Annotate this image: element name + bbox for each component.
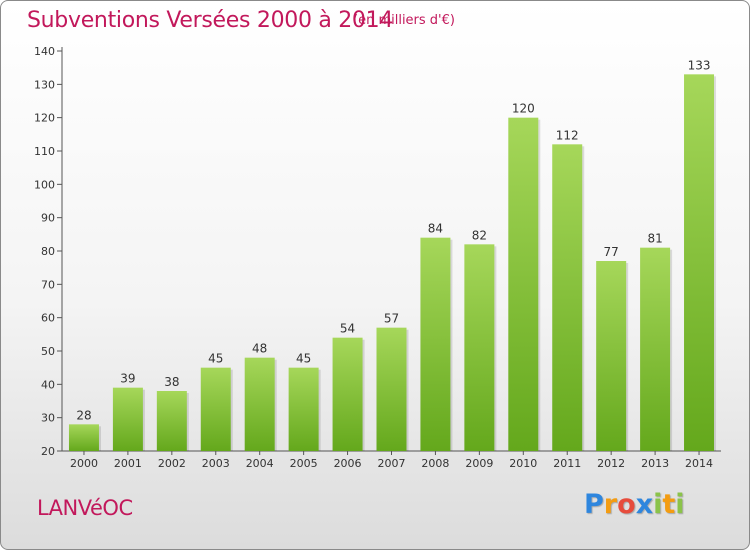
commune-name: LANVéOC — [37, 496, 133, 520]
logo-letter: i — [653, 489, 663, 520]
y-tick-label: 40 — [41, 378, 55, 391]
logo-letter: i — [675, 489, 685, 520]
bar — [464, 244, 495, 451]
bar — [200, 367, 231, 451]
x-tick-label: 2009 — [465, 457, 493, 470]
labels: 28 2000 39 2001 38 2002 45 2003 48 2004 45 2005 54 20… — [70, 58, 713, 470]
data-label: 82 — [472, 228, 487, 242]
y-tick-label: 120 — [34, 112, 55, 125]
x-tick-label: 2001 — [114, 457, 142, 470]
data-label: 45 — [296, 352, 311, 366]
data-label: 54 — [340, 322, 355, 336]
bar — [420, 237, 451, 451]
data-label: 84 — [428, 222, 443, 236]
bars — [68, 74, 717, 452]
y-tick-label: 90 — [41, 212, 55, 225]
bar — [112, 387, 143, 451]
data-label: 77 — [604, 245, 619, 259]
y-tick-label: 80 — [41, 245, 55, 258]
bar — [640, 247, 671, 451]
x-tick-label: 2000 — [70, 457, 98, 470]
x-tick-label: 2006 — [334, 457, 362, 470]
x-tick-label: 2002 — [158, 457, 186, 470]
x-tick-label: 2014 — [685, 457, 713, 470]
bar — [684, 74, 715, 451]
bar — [376, 327, 407, 451]
data-label: 38 — [164, 375, 179, 389]
bar — [156, 391, 187, 451]
y-tick-label: 60 — [41, 312, 55, 325]
logo-letter: P — [584, 489, 604, 520]
y-tick-label: 20 — [41, 445, 55, 458]
data-label: 45 — [208, 352, 223, 366]
x-tick-label: 2005 — [290, 457, 318, 470]
logo-letter: o — [617, 489, 636, 520]
bar — [332, 337, 363, 451]
bar — [552, 144, 583, 452]
x-tick-label: 2013 — [641, 457, 669, 470]
data-label: 81 — [647, 232, 662, 246]
logo-letter: x — [635, 489, 654, 520]
x-tick-label: 2007 — [378, 457, 406, 470]
chart-title: Subventions Versées 2000 à 2014 — [27, 8, 394, 33]
data-label: 48 — [252, 342, 267, 356]
data-label: 57 — [384, 312, 399, 326]
logo-letter: t — [662, 489, 676, 520]
bar — [508, 117, 539, 452]
y-tick-label: 30 — [41, 412, 55, 425]
axes: 20 30 40 50 60 70 80 90 100 110 120 130 140 — [34, 45, 721, 458]
y-tick-label: 70 — [41, 278, 55, 291]
x-tick-label: 2008 — [421, 457, 449, 470]
x-tick-label: 2003 — [202, 457, 230, 470]
x-tick-label: 2004 — [246, 457, 274, 470]
bar — [288, 367, 319, 451]
y-tick-label: 100 — [34, 178, 55, 191]
data-label: 120 — [512, 102, 535, 116]
bar — [596, 261, 627, 451]
bar — [68, 424, 99, 451]
x-tick-label: 2010 — [509, 457, 537, 470]
y-tick-label: 110 — [34, 145, 55, 158]
y-tick-label: 140 — [34, 45, 55, 58]
chart-subtitle: (en milliers d'€) — [353, 13, 455, 28]
data-label: 28 — [76, 408, 91, 422]
x-tick-label: 2011 — [553, 457, 581, 470]
data-label: 39 — [120, 372, 135, 386]
logo-letter: r — [603, 489, 618, 520]
data-label: 133 — [688, 58, 711, 72]
bar — [244, 357, 275, 451]
y-tick-label: 50 — [41, 345, 55, 358]
y-tick-label: 130 — [34, 78, 55, 91]
data-label: 112 — [556, 128, 579, 142]
x-tick-label: 2012 — [597, 457, 625, 470]
proxiti-logo: Proxiti — [584, 489, 685, 520]
